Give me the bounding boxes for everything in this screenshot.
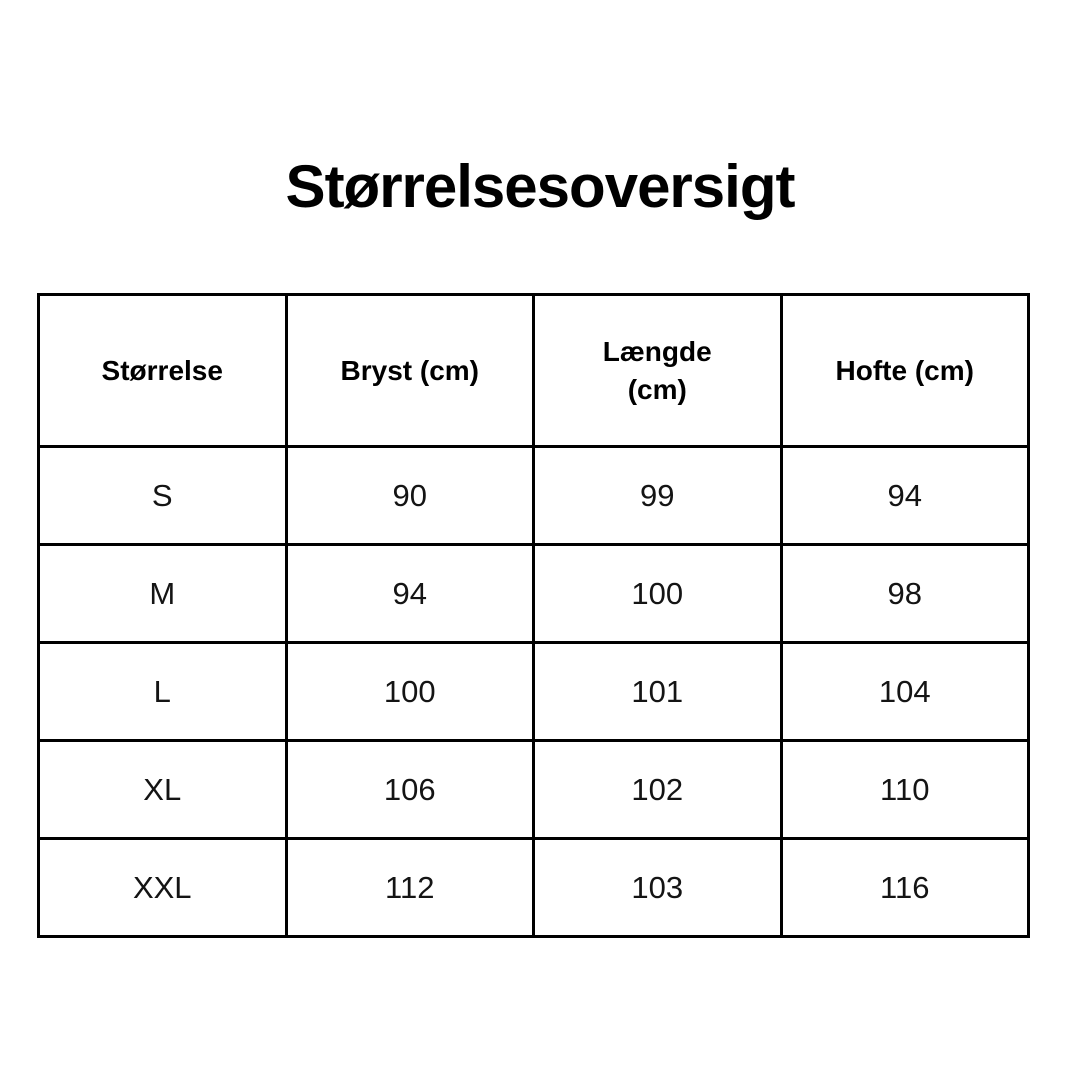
table-row: XXL 112 103 116 (37, 837, 1030, 938)
size-label-cell: M (37, 543, 288, 644)
size-table-body: S 90 99 94 M 94 100 98 L 100 101 104 XL 106 102 110 XXL 1… (37, 445, 1030, 938)
column-header: Hofte (cm) (779, 293, 1030, 448)
size-label-cell: S (37, 445, 288, 546)
column-header: Størrelse (37, 293, 288, 448)
column-header: Længde (cm) (532, 293, 783, 448)
table-row: L 100 101 104 (37, 641, 1030, 742)
size-label-cell: XXL (37, 837, 288, 938)
measurement-cell: 98 (779, 543, 1030, 644)
header-row: Størrelse Bryst (cm) Længde (cm) Hofte (cm) (37, 293, 1030, 448)
size-label-cell: L (37, 641, 288, 742)
page-title: Størrelsesoversigt (285, 153, 796, 220)
size-label-cell: XL (37, 739, 288, 840)
measurement-cell: 110 (779, 739, 1030, 840)
measurement-cell: 116 (779, 837, 1030, 938)
measurement-cell: 94 (284, 543, 535, 644)
size-table-head: Størrelse Bryst (cm) Længde (cm) Hofte (cm) (37, 293, 1030, 448)
measurement-cell: 101 (532, 641, 783, 742)
measurement-cell: 100 (284, 641, 535, 742)
measurement-cell: 104 (779, 641, 1030, 742)
measurement-cell: 99 (532, 445, 783, 546)
measurement-cell: 106 (284, 739, 535, 840)
table-row: M 94 100 98 (37, 543, 1030, 644)
measurement-cell: 90 (284, 445, 535, 546)
measurement-cell: 103 (532, 837, 783, 938)
table-row: S 90 99 94 (37, 445, 1030, 546)
measurement-cell: 102 (532, 739, 783, 840)
measurement-cell: 112 (284, 837, 535, 938)
measurement-cell: 94 (779, 445, 1030, 546)
measurement-cell: 100 (532, 543, 783, 644)
size-table: Størrelse Bryst (cm) Længde (cm) Hofte (cm)… (37, 293, 1030, 938)
column-header: Bryst (cm) (284, 293, 535, 448)
table-row: XL 106 102 110 (37, 739, 1030, 840)
